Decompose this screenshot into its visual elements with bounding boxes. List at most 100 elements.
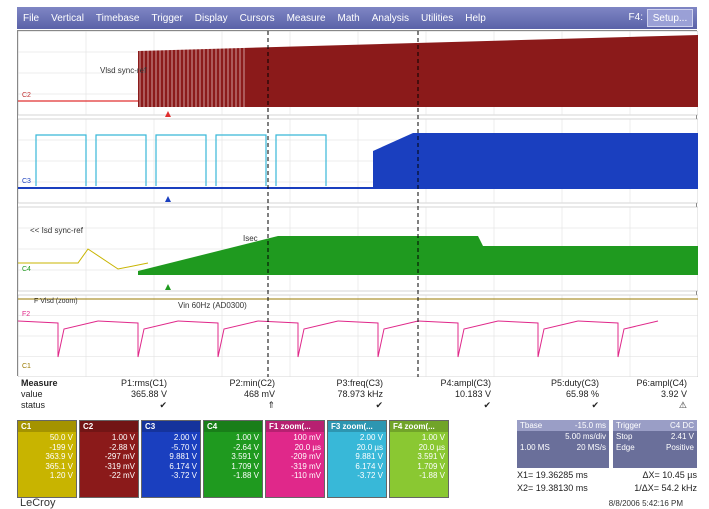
brand-logo: LeCroy — [20, 497, 56, 509]
trace-f1-pulse — [337, 320, 419, 358]
trace-label-c1: C1 — [22, 363, 31, 370]
trigger-marker-2 — [165, 196, 171, 202]
descriptor-value: -2.88 V — [109, 442, 135, 452]
setup-button[interactable]: Setup... — [647, 9, 693, 27]
menu-item-measure[interactable]: Measure — [286, 12, 326, 24]
trace-label-isd: << Isd sync-ref — [30, 226, 84, 235]
descriptor-value: -110 mV — [291, 471, 321, 481]
descriptor-value: 20.0 µs — [294, 442, 321, 452]
timebase-offset: -15.0 ms — [574, 421, 606, 430]
descriptor-value: 50.0 V — [49, 433, 73, 442]
measure-status-p2: ⇑ — [267, 400, 275, 410]
menu-item-help[interactable]: Help — [465, 12, 486, 24]
descriptor-value: -3.72 V — [171, 471, 197, 481]
descriptor-box-2[interactable]: C2 1.00 V -2.88 V -297 mV -319 mV -22 mV — [79, 420, 139, 498]
trigger-slope: Positive — [665, 443, 694, 452]
trace-f1-pulse — [497, 320, 579, 358]
measure-title: Measure — [21, 378, 58, 388]
trace-f1-pulse — [18, 320, 99, 358]
menu-item-timebase[interactable]: Timebase — [95, 12, 140, 24]
trace-c2-burst — [138, 35, 698, 107]
timebase-div: 5.00 ms/div — [565, 432, 606, 441]
trace-c3-pulse — [95, 134, 147, 186]
timebase-descriptor[interactable]: Tbase -15.0 ms 5.00 ms/div 1.00 MS 20 MS/s — [517, 420, 609, 468]
descriptor-value: 20.0 µs — [356, 442, 383, 452]
waveform-grid: C2 C3 C4 F2 C1 Vlsd sync-ref << Isd sync-ref Is… — [18, 31, 698, 377]
menu-item-file[interactable]: File — [23, 12, 40, 24]
trigger-label: Trigger — [616, 421, 642, 430]
trigger-type: Edge — [616, 443, 635, 452]
descriptor-value: -22 mV — [109, 471, 135, 481]
descriptor-value: -1.88 V — [419, 471, 445, 481]
menu-item-utilities[interactable]: Utilities — [420, 12, 454, 24]
menu-item-analysis[interactable]: Analysis — [371, 12, 409, 24]
descriptor-value: -3.72 V — [357, 471, 383, 481]
timebase-label: Tbase — [520, 421, 543, 430]
measure-name-p2: P2:min(C2) — [229, 378, 275, 388]
trace-label-vin: Vin 60Hz (AD0300) — [178, 301, 247, 310]
trace-label-c2: C2 — [22, 92, 31, 99]
descriptor-header: C4 — [204, 421, 262, 432]
measure-name-p1: P1:rms(C1) — [120, 378, 167, 388]
menu-item-trigger[interactable]: Trigger — [151, 12, 183, 24]
measure-value-p4: 10.183 V — [454, 389, 491, 399]
measure-name-p6: P6:ampl(C4) — [636, 378, 687, 388]
measure-status-p1: ✔ — [159, 400, 167, 410]
f4-label: F4: — [628, 12, 643, 23]
trace-f1-pulse — [417, 320, 499, 358]
datestamp: 8/8/2006 5:42:16 PM — [608, 499, 683, 508]
descriptor-value: 6.174 V — [169, 461, 197, 471]
descriptor-header: F1 zoom(... — [266, 421, 324, 432]
menu-item-cursors[interactable]: Cursors — [239, 12, 275, 24]
measure-status-p4: ✔ — [483, 400, 491, 410]
descriptor-value: 1.709 V — [417, 461, 445, 471]
waveform-display[interactable]: C2 C3 C4 F2 C1 Vlsd sync-ref << Isd sync-ref Is… — [17, 30, 698, 377]
trace-c3-pulse — [275, 134, 327, 186]
trigger-mode: Stop — [616, 432, 633, 441]
measure-value-p3: 78.973 kHz — [337, 389, 383, 399]
descriptor-value: -319 mV — [104, 461, 135, 471]
descriptor-value: 2.00 V — [173, 433, 197, 442]
descriptor-box-7[interactable]: F4 zoom(... 1.00 V 20.0 µs 3.591 V 1.709 V -1… — [389, 420, 449, 498]
descriptor-header: F3 zoom(... — [328, 421, 386, 432]
trace-label-f2: F2 — [22, 311, 30, 318]
measure-value-label: value — [21, 389, 43, 399]
measure-name-p4: P4:ampl(C3) — [440, 378, 491, 388]
descriptor-value: 1.20 V — [49, 471, 73, 481]
descriptor-value: 20.0 µs — [418, 442, 445, 452]
measure-status-label: status — [21, 400, 46, 410]
measure-value-p5: 65.98 % — [565, 389, 599, 399]
descriptor-box-6[interactable]: F3 zoom(... 2.00 V 20.0 µs 9.881 V 6.174 V -3… — [327, 420, 387, 498]
trigger-marker-1 — [165, 111, 171, 117]
menu-item-vertical[interactable]: Vertical — [51, 12, 84, 24]
measure-name-p5: P5:duty(C3) — [550, 378, 599, 388]
descriptor-value: -297 mV — [104, 452, 135, 462]
measure-status-p6: ⚠ — [678, 400, 687, 410]
descriptor-box-4[interactable]: C4 1.00 V -2.64 V 3.591 V 1.709 V -1.88 V — [203, 420, 263, 498]
timebase-samples: 1.00 MS — [520, 443, 550, 452]
descriptor-value: -2.64 V — [233, 442, 259, 452]
measure-value-p1: 365.88 V — [130, 389, 167, 399]
descriptor-box-3[interactable]: C3 2.00 V -5.70 V 9.881 V 6.174 V -3.72 V — [141, 420, 201, 498]
measure-value-p2: 468 mV — [243, 389, 275, 399]
descriptor-box-5[interactable]: F1 zoom(... 100 mV 20.0 µs -209 mV -319 mV -1… — [265, 420, 325, 498]
descriptor-value: 3.591 V — [231, 452, 259, 462]
trigger-source: C4 DC — [669, 421, 694, 430]
descriptor-value: 1.00 V — [421, 433, 445, 442]
cursor-x2: X2= 19.38130 ms — [517, 483, 588, 493]
descriptor-value: 1.709 V — [231, 461, 259, 471]
descriptor-value: 1.00 V — [235, 433, 259, 442]
menu-item-display[interactable]: Display — [194, 12, 228, 24]
descriptor-value: 2.00 V — [359, 433, 383, 442]
descriptor-box-1[interactable]: C1 50.0 V -199 V 363.9 V 365.1 V 1.20 V — [17, 420, 77, 498]
menu-bar: File Vertical Timebase Trigger Display Cursor… — [17, 7, 697, 29]
descriptor-value: 100 mV — [293, 433, 321, 442]
descriptor-header: C1 — [18, 421, 76, 432]
menu-item-math[interactable]: Math — [337, 12, 360, 24]
trace-label-vlsd: Vlsd sync-ref — [100, 66, 147, 75]
descriptor-value: -199 V — [49, 442, 73, 452]
trigger-descriptor[interactable]: Trigger C4 DC Stop 2.41 V Edge Positive — [613, 420, 697, 468]
descriptor-value: -1.88 V — [233, 471, 259, 481]
descriptor-value: -209 mV — [290, 452, 321, 462]
trace-c3-pulse — [215, 134, 267, 186]
